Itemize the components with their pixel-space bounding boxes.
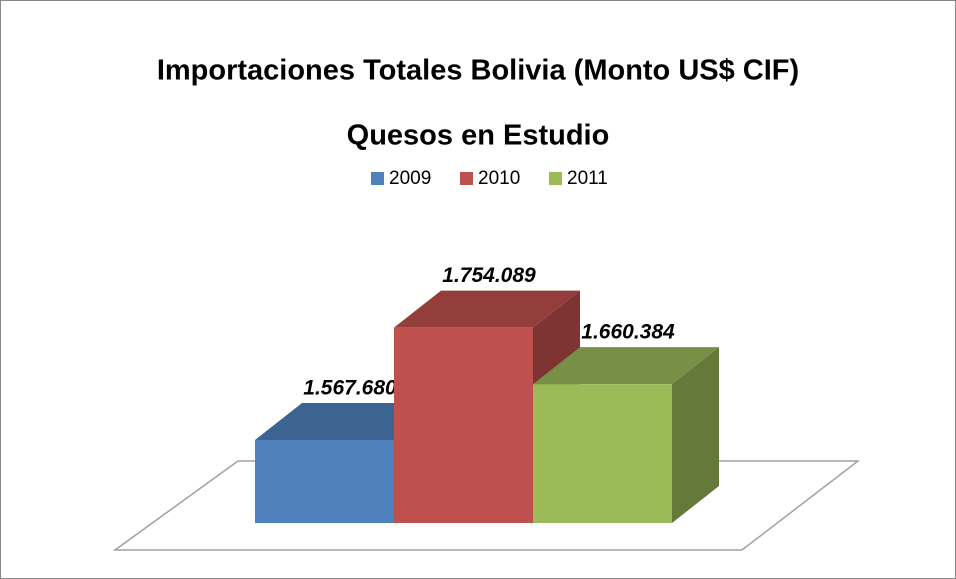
legend-swatch [371,172,384,185]
bar [533,384,672,523]
chart-title: Importaciones Totales Bolivia (Monto US$… [157,55,799,87]
legend-label: 2009 [389,168,431,189]
legend-swatch [460,172,473,185]
data-label: 1.660.384 [581,321,675,344]
bar [255,440,394,523]
data-label: 1.754.089 [442,264,536,287]
bar [394,327,533,523]
data-label: 1.567.680 [303,377,397,400]
chart-subtitle: Quesos en Estudio [347,120,610,152]
bar-side [672,347,719,523]
legend-label: 2011 [567,168,608,189]
legend-label: 2010 [478,168,520,189]
bar-top [533,347,719,385]
legend-swatch [549,172,562,185]
bar-top [394,290,580,328]
